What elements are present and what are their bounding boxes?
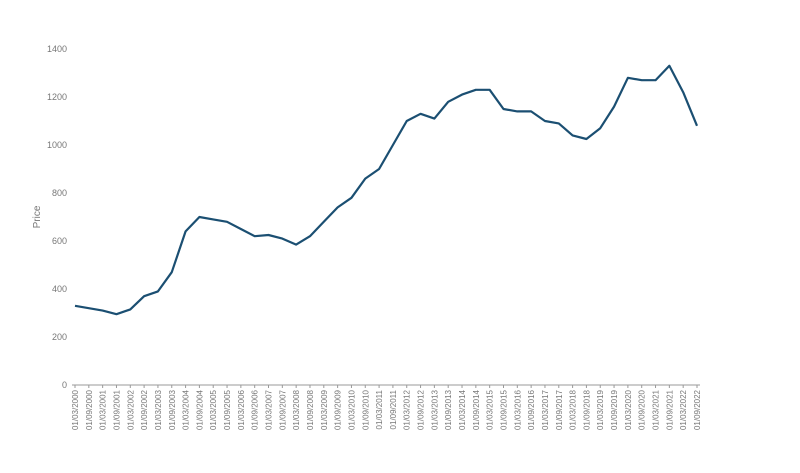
x-tick-label: 01/03/2014 [458, 389, 467, 430]
y-tick-label: 0 [62, 380, 67, 390]
x-tick-label: 01/03/2004 [182, 389, 191, 430]
y-tick-label: 800 [52, 188, 67, 198]
x-tick-label: 01/03/2000 [71, 389, 80, 430]
x-tick-label: 01/09/2021 [665, 389, 674, 430]
x-tick-label: 01/09/2019 [610, 389, 619, 430]
x-tick-label: 01/09/2006 [251, 389, 260, 430]
y-tick-label: 1000 [47, 140, 67, 150]
x-tick-label: 01/03/2011 [375, 389, 384, 429]
x-tick-label: 01/09/2015 [499, 389, 508, 430]
x-tick-label: 01/09/2008 [306, 389, 315, 430]
x-tick-label: 01/03/2010 [347, 389, 356, 430]
y-tick-label: 200 [52, 332, 67, 342]
x-tick-label: 01/03/2017 [541, 389, 550, 430]
x-tick-label: 01/09/2000 [85, 389, 94, 430]
x-tick-label: 01/03/2020 [624, 389, 633, 430]
x-tick-label: 01/09/2002 [140, 389, 149, 430]
x-tick-label: 01/09/2003 [168, 389, 177, 430]
x-tick-label: 01/09/2011 [389, 389, 398, 429]
x-tick-label: 01/09/2013 [444, 389, 453, 430]
x-tick-label: 01/09/2012 [417, 389, 426, 430]
x-tick-label: 01/09/2016 [527, 389, 536, 430]
x-tick-label: 01/03/2007 [265, 389, 274, 430]
x-tick-label: 01/09/2004 [195, 389, 204, 430]
y-tick-label: 1200 [47, 92, 67, 102]
x-tick-label: 01/09/2022 [693, 389, 702, 430]
x-tick-label: 01/09/2018 [582, 389, 591, 430]
x-tick-label: 01/03/2003 [154, 389, 163, 430]
y-axis-label: Price [32, 205, 43, 228]
x-tick-label: 01/09/2020 [638, 389, 647, 430]
x-tick-label: 01/03/2002 [126, 389, 135, 430]
x-tick-label: 01/03/2016 [513, 389, 522, 430]
x-tick-label: 01/03/2005 [209, 389, 218, 430]
x-tick-label: 01/03/2001 [99, 389, 108, 430]
x-tick-label: 01/03/2021 [652, 389, 661, 430]
x-tick-label: 01/03/2009 [320, 389, 329, 430]
x-tick-label: 01/03/2013 [430, 389, 439, 430]
x-tick-label: 01/09/2007 [278, 389, 287, 430]
x-tick-label: 01/09/2010 [361, 389, 370, 430]
price-line [74, 64, 699, 316]
x-tick-label: 01/03/2018 [569, 389, 578, 430]
x-tick-label: 01/09/2014 [472, 389, 481, 430]
x-tick-label: 01/03/2008 [292, 389, 301, 430]
x-tick-label: 01/09/2005 [223, 389, 232, 430]
x-tick-label: 01/03/2012 [403, 389, 412, 430]
y-tick-label: 600 [52, 236, 67, 246]
x-tick-label: 01/09/2017 [555, 389, 564, 430]
x-tick-label: 01/03/2006 [237, 389, 246, 430]
x-tick-label: 01/03/2022 [679, 389, 688, 430]
x-tick-label: 01/03/2019 [596, 389, 605, 430]
y-tick-label: 1400 [47, 44, 67, 54]
x-tick-label: 01/09/2009 [334, 389, 343, 430]
x-tick-label: 01/09/2001 [112, 389, 121, 430]
y-tick-label: 400 [52, 284, 67, 294]
x-tick-label: 01/03/2015 [486, 389, 495, 430]
